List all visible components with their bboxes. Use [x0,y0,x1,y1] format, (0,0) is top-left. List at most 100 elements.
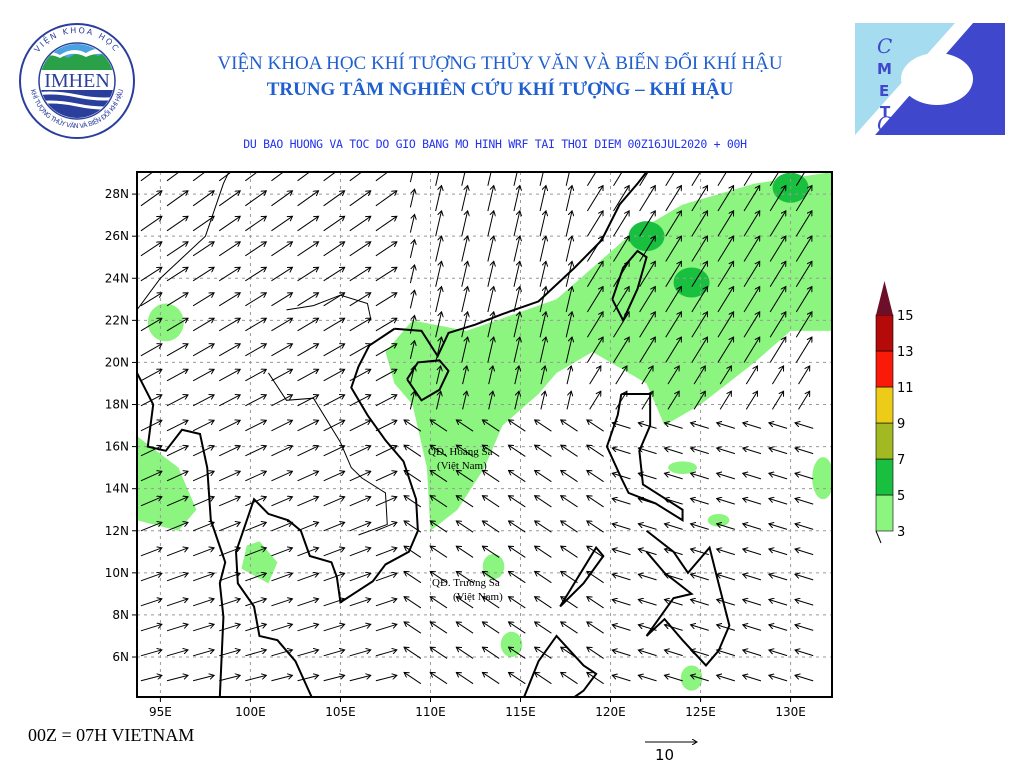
wind-arrow [409,366,414,385]
wind-arrow [513,236,520,262]
wind-arrow [245,242,266,257]
lat-tick-label: 8N [112,608,129,622]
wind-arrow [140,344,162,357]
wind-arrow [456,521,474,533]
wind-arrow [375,446,397,457]
coastline [394,172,648,359]
wind-arrow [769,524,788,530]
wind-arrow [587,420,604,432]
wind-arrow [693,366,705,385]
wind-arrow [456,571,474,584]
wind-arrow [271,522,292,532]
wind-arrow [639,337,656,363]
wind-arrow [769,448,788,455]
truong-sa-label: QĐ. Trường Sa [432,577,500,589]
wind-arrow [745,391,757,410]
colorbar-bin [875,314,894,352]
wind-arrow [375,624,397,632]
wind-arrow [795,574,814,581]
wind-arrow [795,312,812,338]
wind-arrow [166,497,188,507]
colorbar: 3 5 7 9 11 13 15 [875,281,914,544]
wind-arrow [717,312,734,338]
wind-arrow [561,496,578,508]
wind-arrow [743,312,760,338]
lat-tick-label: 24N [105,271,129,285]
wind-arrow [245,599,266,607]
wind-arrow [404,647,422,659]
wind-arrow [509,672,526,685]
wind-arrow [375,293,397,307]
wind-arrow [717,236,734,262]
wind-arrow [613,211,629,237]
wind-arrow [743,600,762,606]
wind-arrow [488,391,493,410]
wind-arrow [795,236,812,262]
wind-arrow [487,261,494,287]
lat-tick-label: 14N [105,482,129,496]
wind-arrow [612,524,631,530]
wind-arrow [664,524,683,530]
wind-arrow [769,186,786,212]
wind-arrow [509,571,526,584]
wind-arrow [271,318,292,332]
wind-arrow [245,650,266,657]
wind-arrow [435,211,442,237]
wind-arrow [535,546,552,558]
wind-arrow [375,191,397,207]
shaded-region [147,303,184,342]
wind-arrow [192,548,214,557]
wind-arrow [769,549,788,556]
wind-arrow [271,293,292,307]
wind-arrow [612,549,631,556]
wind-arrow [743,675,762,682]
wind-arrow [487,211,494,237]
wind-arrow [218,191,240,207]
wind-arrow [795,600,814,606]
wind-arrow [743,549,762,556]
wind-arrow [691,211,708,237]
wind-arrow [435,391,440,410]
wind-arrow [745,366,757,385]
colorbar-label: 13 [897,345,914,360]
wind-arrow [769,499,788,505]
wind-arrow [539,337,546,363]
wind-arrow [691,337,708,363]
wind-arrow [323,420,345,432]
wind-arrow [717,600,736,606]
wind-arrow [691,287,708,313]
coastline [611,249,648,323]
wind-arrow [743,337,760,363]
wind-arrow [140,471,162,482]
wind-arrow [565,337,572,363]
lat-tick-label: 12N [105,524,129,538]
wind-arrow [456,420,474,432]
wind-arrow [430,420,448,432]
wind-arrow [566,391,571,410]
wind-arrow [245,624,266,632]
wind-arrow [375,599,397,607]
wind-arrow [638,574,657,581]
wind-arrow [218,344,240,357]
wind-arrow [612,675,631,682]
colorbar-label: 5 [897,489,905,504]
wind-arrow [565,172,570,186]
wind-arrow [612,499,631,505]
wind-arrow [561,420,578,432]
coastline [645,529,731,667]
wind-arrow [192,497,214,507]
wind-arrow [430,622,448,634]
wind-arrow [717,473,736,480]
shaded-region [668,461,697,474]
wind-arrow [404,420,422,432]
wind-arrow [795,549,814,556]
wind-arrow [404,622,422,634]
wind-arrow [561,571,578,584]
wind-arrow [245,216,266,232]
wind-arrow [349,293,371,307]
wind-arrow [487,186,494,212]
wind-arrow [219,471,240,482]
wind-arrow [245,318,266,332]
wind-arrow [665,236,682,262]
wind-arrow [323,650,345,657]
